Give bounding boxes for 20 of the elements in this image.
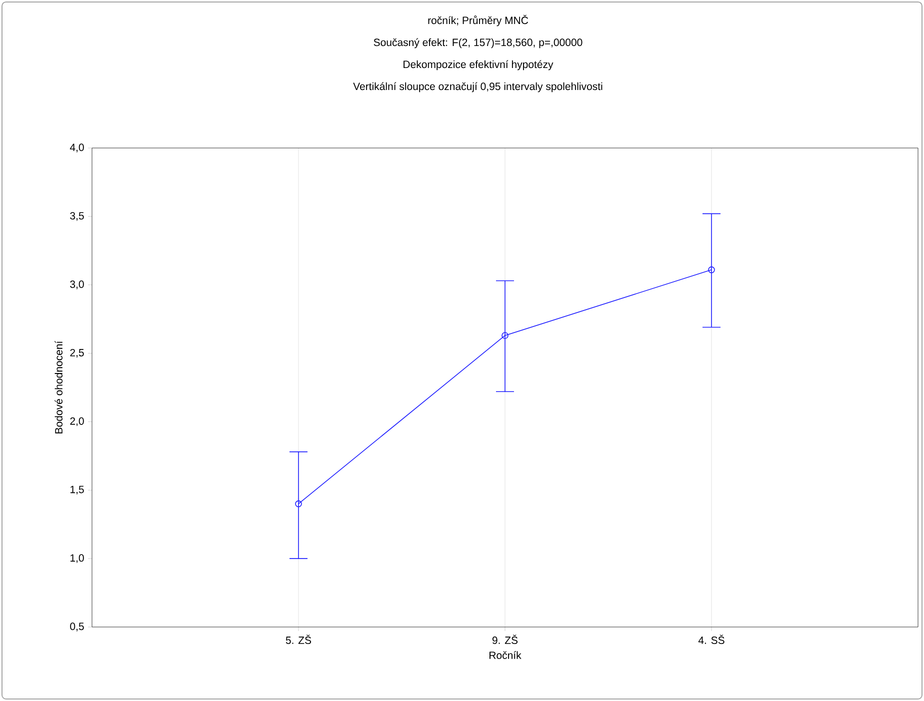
- point: [708, 266, 715, 274]
- y-tick-label: 1,5: [70, 486, 84, 494]
- text: Vertikální sloupce označují 0,95 intervaly spolehlivosti: [353, 82, 602, 92]
- y-tick-label: 4,0: [70, 144, 84, 152]
- y-tick-label: 0,5: [70, 622, 84, 632]
- y-tick-label: 1,0: [70, 554, 84, 563]
- x-axis-title: Ročník: [490, 651, 522, 660]
- x-tick-label: 9. ZŠ: [492, 634, 518, 644]
- chart-title: ročník; Průměry MNČ: [428, 14, 528, 26]
- text: Dekompozice efektivní hypotézy: [404, 60, 554, 70]
- point: [295, 500, 302, 508]
- point: [502, 332, 508, 339]
- x-tick-label: 5. ZŠ: [286, 634, 312, 644]
- y-axis-title: Bodové ohodnocení: [54, 340, 63, 434]
- x-tick-label: 4. SŠ: [698, 634, 724, 644]
- chart-subtitle: Současný efekt: F(2, 157)=18,560, p=,00000: [374, 38, 582, 48]
- y-tick-label: 3,5: [70, 212, 84, 221]
- y-tick-label: 3,0: [70, 280, 84, 290]
- y-tick-label: 2,5: [70, 348, 84, 358]
- y-tick-label: 2,0: [70, 417, 84, 426]
